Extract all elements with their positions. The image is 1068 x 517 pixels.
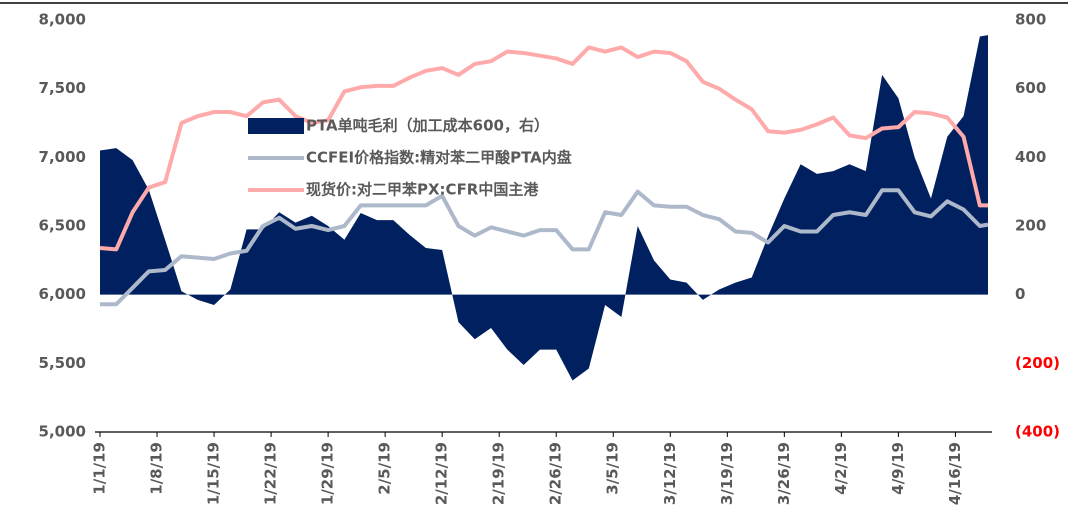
area [100,35,988,381]
x-tick-label: 1/29/19 [319,442,337,505]
line [100,188,989,307]
y-tick-label: 6,000 [39,285,86,303]
legend-label: CCFEI价格指数:精对苯二甲酸PTA内盘 [306,149,572,167]
x-tick-label: 3/19/19 [718,442,736,505]
legend-swatch [248,118,304,134]
x-tick-label: 4/9/19 [889,442,907,495]
x-tick-label: 1/1/19 [91,442,109,495]
y-tick-label: 8,000 [39,11,86,29]
y2-tick-label: 600 [1015,79,1046,97]
x-tick-label: 1/22/19 [262,442,280,505]
x-tick-label: 4/2/19 [832,442,850,495]
x-tick-label: 4/16/19 [946,442,964,505]
x-tick-label: 2/26/19 [547,442,565,505]
line [99,45,988,252]
y-tick-label: 6,500 [39,217,86,235]
y2-tick-label: (200) [1015,354,1060,372]
y-tick-label: 5,500 [39,354,86,372]
x-tick-label: 3/5/19 [604,442,622,495]
y2-tick-label: 800 [1015,11,1046,29]
y-tick-label: 7,500 [39,79,86,97]
x-tick-label: 3/12/19 [661,442,679,505]
y2-tick-label: 200 [1015,217,1046,235]
y2-tick-label: (400) [1015,423,1060,441]
x-tick-label: 2/19/19 [490,442,508,505]
x-tick-label: 1/15/19 [205,442,223,505]
y2-tick-label: 400 [1015,148,1046,166]
legend-label: 现货价:对二甲苯PX:CFR中国主港 [306,181,539,199]
y2-tick-label: 0 [1015,285,1025,303]
x-tick-label: 3/26/19 [775,442,793,505]
legend-label: PTA单吨毛利（加工成本600，右） [306,117,549,135]
y-tick-label: 5,000 [39,423,86,441]
x-tick-label: 2/5/19 [376,442,394,495]
plot-area [99,35,989,381]
x-tick-label: 1/8/19 [148,442,166,495]
x-tick-label: 2/12/19 [433,442,451,505]
y-tick-label: 7,000 [39,148,86,166]
